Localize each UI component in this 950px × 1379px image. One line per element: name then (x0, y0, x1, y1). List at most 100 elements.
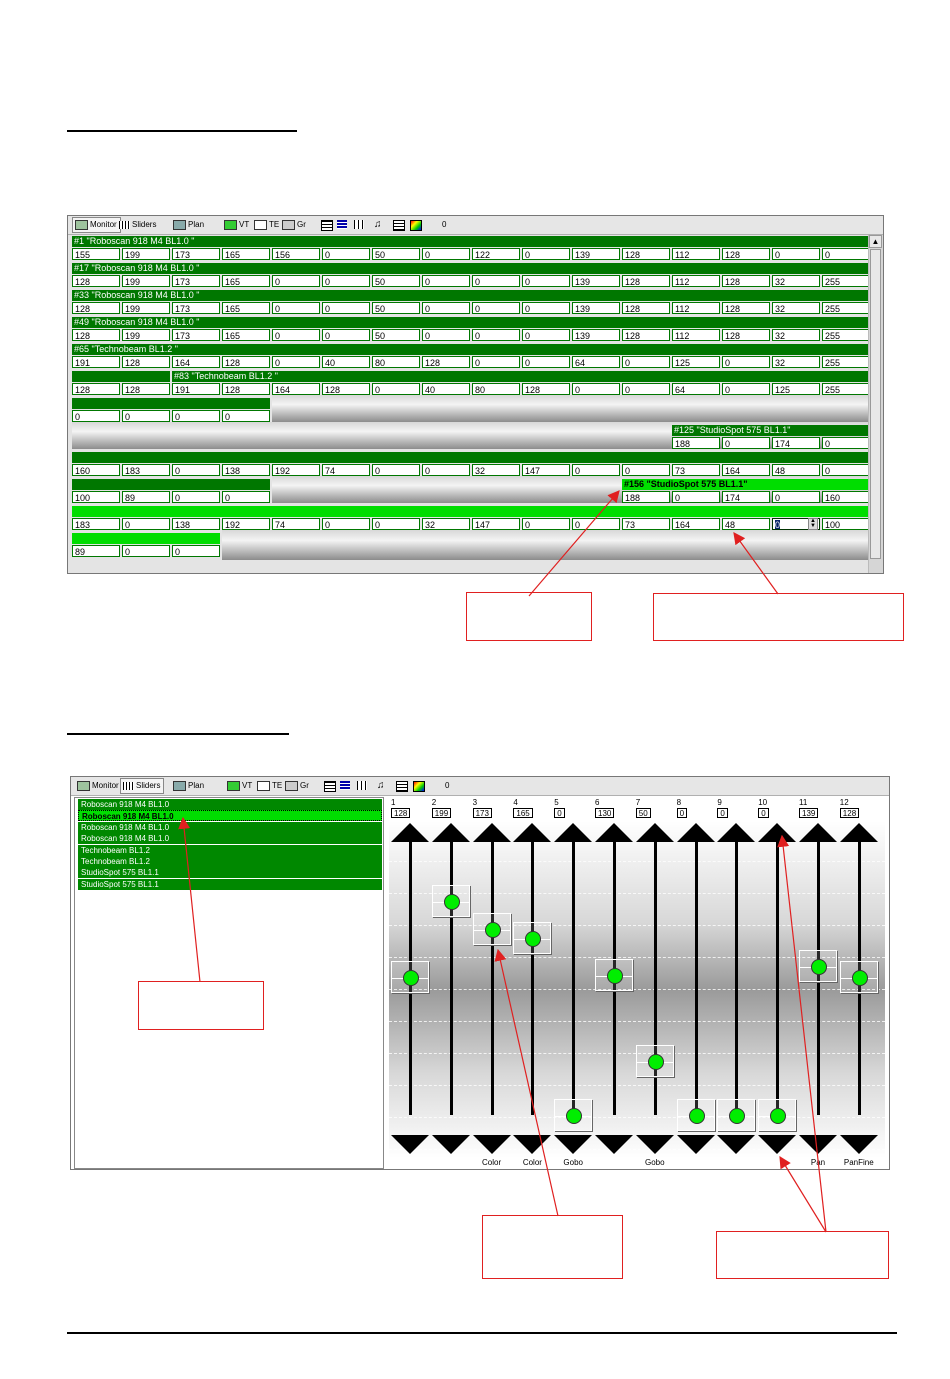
channel-value-cell[interactable]: 160 (822, 491, 870, 503)
channel-value-cell[interactable]: 164 (672, 518, 720, 530)
slider-knob[interactable] (431, 885, 470, 918)
channel-value-cell[interactable]: 0 (322, 518, 370, 530)
channel-value-cell[interactable]: 40 (422, 383, 470, 395)
fixture-header[interactable] (72, 452, 870, 463)
channel-value-field[interactable]: 0 (676, 808, 688, 818)
channel-value-cell[interactable]: 173 (172, 248, 220, 260)
channel-value-cell[interactable]: 139 (572, 275, 620, 287)
increase-arrow-icon[interactable] (635, 823, 674, 842)
slider-track[interactable] (694, 841, 698, 1115)
fixture-list-item[interactable]: Roboscan 918 M4 BL1.0 (78, 810, 382, 822)
channel-value-cell[interactable]: 165 (222, 302, 270, 314)
channel-value-cell[interactable]: 128 (222, 356, 270, 368)
increase-arrow-icon[interactable] (472, 823, 511, 842)
decrease-arrow-icon[interactable] (554, 1135, 593, 1154)
channel-value-cell[interactable]: 192 (222, 518, 270, 530)
channel-value-cell[interactable]: 0 (472, 302, 520, 314)
channel-value-cell[interactable]: 164 (722, 464, 770, 476)
channel-value-cell[interactable]: 191 (72, 356, 120, 368)
channel-value-cell[interactable]: 80 (372, 356, 420, 368)
slider-knob[interactable] (391, 961, 429, 994)
channel-value-cell[interactable]: 147 (522, 464, 570, 476)
channel-value-cell[interactable]: 0 (522, 356, 570, 368)
channel-value-cell[interactable]: 128 (622, 248, 670, 260)
channel-value-cell[interactable]: 188 (622, 491, 670, 503)
increase-arrow-icon[interactable] (391, 823, 429, 842)
channel-value-cell[interactable]: 199 (122, 275, 170, 287)
channel-value-cell[interactable]: 0 (472, 356, 520, 368)
channel-value-cell[interactable]: 128 (622, 329, 670, 341)
channel-value-cell[interactable]: 128 (422, 356, 470, 368)
channel-value-cell[interactable]: 0 (272, 275, 320, 287)
slider-track[interactable] (735, 841, 739, 1115)
slider-knob[interactable] (758, 1099, 797, 1131)
channel-value-field[interactable]: 128 (839, 808, 860, 818)
channel-value-cell[interactable]: 0 (122, 518, 170, 530)
scroll-up-icon[interactable]: ▲ (869, 235, 882, 248)
slider-track[interactable] (572, 841, 576, 1115)
channel-value-cell[interactable]: 0 (172, 491, 220, 503)
channel-value-cell[interactable]: 40 (322, 356, 370, 368)
fixture-header[interactable]: #65 "Technobeam BL1.2 " (72, 344, 870, 355)
channel-value-cell[interactable]: 125 (772, 383, 820, 395)
fixture-list-item[interactable]: Roboscan 918 M4 BL1.0 (78, 799, 382, 810)
channel-value-field[interactable]: 0 (758, 808, 769, 818)
slider-knob[interactable] (676, 1099, 715, 1131)
channel-value-cell[interactable]: 173 (172, 302, 220, 314)
channel-value-cell[interactable]: 100 (822, 518, 870, 530)
channel-value-cell[interactable]: 0 (422, 302, 470, 314)
channel-value-cell[interactable]: 0 (572, 383, 620, 395)
decrease-arrow-icon[interactable] (799, 1135, 837, 1154)
tab-plan[interactable]: Plan (171, 779, 207, 793)
fixture-header[interactable] (72, 398, 270, 409)
channel-value-cell[interactable]: 183 (72, 518, 120, 530)
decrease-arrow-icon[interactable] (513, 1135, 552, 1154)
channel-value-cell[interactable]: 0 (322, 248, 370, 260)
channel-value-cell[interactable]: 139 (572, 302, 620, 314)
channel-value-cell[interactable]: 0 (822, 437, 870, 449)
decrease-arrow-icon[interactable] (391, 1135, 429, 1154)
fixture-header[interactable]: #83 "Technobeam BL1.2 " (172, 371, 870, 382)
channel-value-cell[interactable]: 147 (472, 518, 520, 530)
channel-value-cell[interactable]: 32 (772, 275, 820, 287)
selected-value[interactable]: 0 (775, 520, 781, 530)
gr-button[interactable]: Gr (283, 779, 312, 793)
palette-icon[interactable] (413, 781, 425, 792)
tree-icon[interactable] (354, 220, 364, 229)
channel-value-cell[interactable]: 128 (122, 356, 170, 368)
channel-value-cell[interactable]: 32 (422, 518, 470, 530)
channel-value-cell[interactable]: 100 (72, 491, 120, 503)
channel-value-cell[interactable]: 128 (122, 383, 170, 395)
palette-icon[interactable] (410, 220, 422, 231)
channel-value-cell[interactable]: 128 (622, 302, 670, 314)
channel-value-cell[interactable]: 0 (322, 329, 370, 341)
channel-value-cell[interactable]: 128 (722, 302, 770, 314)
channel-value-cell[interactable]: 0 (372, 464, 420, 476)
channel-value-cell[interactable]: 174 (772, 437, 820, 449)
increase-arrow-icon[interactable] (758, 823, 797, 842)
fixture-list-item[interactable]: Roboscan 918 M4 BL1.0 (78, 821, 382, 833)
channel-value-field[interactable]: 50 (635, 808, 651, 818)
fixture-header[interactable] (72, 479, 270, 490)
channel-value-cell[interactable]: 138 (172, 518, 220, 530)
channel-value-field[interactable]: 165 (513, 808, 533, 818)
scroll-thumb[interactable] (870, 249, 881, 559)
channel-value-cell[interactable]: 73 (672, 464, 720, 476)
gr-button[interactable]: Gr (280, 218, 309, 232)
channel-value-cell[interactable]: 255 (822, 383, 870, 395)
fixture-header[interactable]: #125 "StudioSpot 575 BL1.1" (672, 425, 870, 436)
channel-value-cell[interactable]: 128 (522, 383, 570, 395)
channel-value-cell[interactable]: 165 (222, 275, 270, 287)
channel-value-cell[interactable]: 0 (272, 356, 320, 368)
channel-value-cell[interactable]: 0 (772, 491, 820, 503)
channel-value-cell[interactable]: 0 (522, 329, 570, 341)
channel-value-cell[interactable]: 0 (822, 248, 870, 260)
channel-value-cell[interactable]: 0 (172, 545, 220, 557)
channel-value-cell[interactable]: 139 (572, 248, 620, 260)
channel-value-cell[interactable]: 128 (622, 275, 670, 287)
channel-value-cell[interactable]: 0 (572, 518, 620, 530)
grid-icon[interactable] (321, 220, 333, 231)
decrease-arrow-icon[interactable] (472, 1135, 511, 1154)
channel-value-cell[interactable]: 0 (422, 329, 470, 341)
slider-knob[interactable] (513, 921, 552, 954)
